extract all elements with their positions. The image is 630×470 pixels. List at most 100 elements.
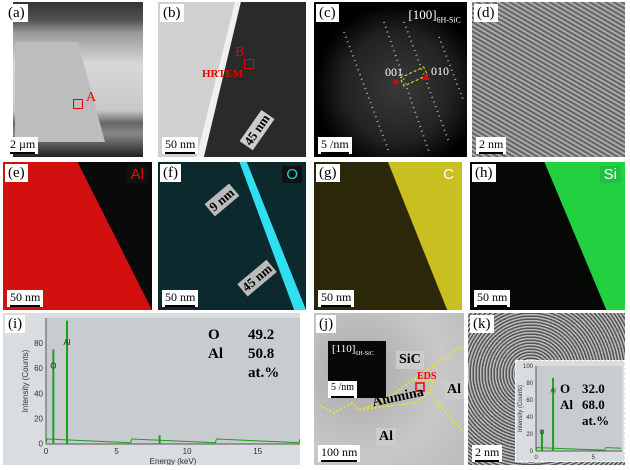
scale-bar: 50 nm xyxy=(162,290,199,307)
o-map-layer xyxy=(239,162,306,310)
panel-label: (h) xyxy=(472,164,496,182)
al-map xyxy=(3,162,152,310)
peak-label: Al xyxy=(63,338,70,347)
element-label: Si xyxy=(599,166,621,183)
al-label-right: Al xyxy=(444,381,464,399)
panel-label: (g) xyxy=(316,164,340,182)
y-tick-label: 100 xyxy=(523,364,534,370)
x-tick-label: 5 xyxy=(114,447,119,456)
spectrum-baseline xyxy=(535,447,622,451)
peak-label: O xyxy=(540,430,545,436)
y-tick-label: 40 xyxy=(526,415,533,421)
scale-bar: 5 /nm xyxy=(318,137,352,154)
al-label-bottom: Al xyxy=(376,428,396,446)
y-tick-label: 60 xyxy=(34,364,43,373)
x-tick-label: 10 xyxy=(183,447,192,456)
scale-bar: 100 nm xyxy=(318,445,361,462)
marker-a: A xyxy=(86,90,97,105)
panel-e: Al (e) 50 nm xyxy=(3,162,152,310)
y-tick-label: 0 xyxy=(39,440,44,449)
zone-axis: [100]6H-SiC xyxy=(408,7,461,25)
y-tick-label: 0 xyxy=(530,449,534,455)
spot-010: 010 xyxy=(431,64,449,78)
scale-bar: 50 nm xyxy=(162,137,199,154)
y-axis-label: Intensity (Counts) xyxy=(21,349,30,412)
element-label: O xyxy=(282,166,302,183)
panel-k: 0 5 0 20 40 60 80 100 Intensity (Counts) O Al O 32.… xyxy=(468,313,625,465)
scale-bar: 50 nm xyxy=(474,290,511,307)
alumina-boundary xyxy=(358,378,436,411)
eds-inset-chart: 0 5 0 20 40 60 80 100 Intensity (Counts) O Al xyxy=(518,364,622,461)
panel-label: (d) xyxy=(474,4,498,22)
marker-b: B xyxy=(235,45,245,60)
panel-label: (e) xyxy=(5,164,28,182)
scale-bar: 2 nm xyxy=(476,137,507,154)
eds-spectrum-chart: 0 5 10 15 0 20 40 60 80 Energy (keV) Intensity (Co… xyxy=(21,318,300,465)
x-tick-label: 0 xyxy=(534,455,538,461)
comp-row: Al 68.0 xyxy=(560,397,605,412)
comp-unit: at.% xyxy=(582,413,610,428)
al-boundary xyxy=(428,392,464,434)
region-b-box xyxy=(244,59,254,69)
y-tick-label: 80 xyxy=(34,339,43,348)
sic-label: SiC xyxy=(396,351,424,369)
inset-zone-axis: [110]6H-SiC xyxy=(332,343,374,358)
panel-h: Si (h) 50 nm xyxy=(470,162,625,310)
spot-row xyxy=(403,21,450,143)
y-tick-label: 20 xyxy=(526,432,533,438)
boundary-lines xyxy=(318,343,464,434)
saed-inset: [110]6H-SiC 5 /nm xyxy=(328,341,386,398)
region-a-box xyxy=(73,99,83,109)
panel-label: (f) xyxy=(160,164,181,182)
spot-row xyxy=(383,21,430,153)
panel-label: (b) xyxy=(160,4,184,22)
x-axis-label: Energy (keV) xyxy=(150,457,197,465)
sic-boundary xyxy=(318,343,464,414)
thickness-45nm: 45 nm xyxy=(237,259,277,297)
comp-row: Al 50.8 xyxy=(208,346,275,362)
y-tick-label: 20 xyxy=(34,414,43,423)
eds-label: EDS xyxy=(417,371,437,382)
panel-label: (i) xyxy=(5,315,26,333)
panel-j: [110]6H-SiC 5 /nm SiC EDS Alumina Al Al … xyxy=(314,313,464,465)
panel-i: 0 5 10 15 0 20 40 60 80 Energy (keV) Intensity (Co… xyxy=(3,313,300,465)
c-map xyxy=(388,162,462,310)
comp-unit: at.% xyxy=(248,365,280,381)
diffraction-pattern xyxy=(343,21,465,153)
panel-c: 001 010 [100]6H-SiC (c) 5 /nm xyxy=(314,2,467,157)
scale-bar: 50 nm xyxy=(318,290,355,307)
y-axis-label: Intensity (Counts) xyxy=(518,385,524,432)
x-tick-label: 5 xyxy=(592,455,596,461)
comp-row: O 49.2 xyxy=(208,327,275,343)
selection-box xyxy=(399,66,429,87)
plot-area xyxy=(46,318,300,444)
panel-d: (d) 2 nm xyxy=(472,2,625,157)
si-map xyxy=(544,162,625,310)
composition-table: O 32.0 Al 68.0 at.% xyxy=(560,381,609,429)
y-tick-label: 40 xyxy=(34,389,43,398)
x-tick-label: 0 xyxy=(44,447,49,456)
arrow-010 xyxy=(422,74,430,80)
scale-bar: 2 µm xyxy=(7,137,39,154)
panel-f: 9 nm 45 nm O (f) 50 nm xyxy=(158,162,306,310)
panel-b: B HRTEM 45 nm (b) 50 nm xyxy=(158,2,306,157)
peak-label: O xyxy=(50,361,56,370)
peak-label: Al xyxy=(550,389,555,395)
scale-bar: 2 nm xyxy=(472,445,503,462)
hrtem-label: HRTEM xyxy=(202,68,244,80)
panel-label: (j) xyxy=(316,315,337,333)
plot-area xyxy=(536,366,622,451)
panel-label: (a) xyxy=(5,4,28,22)
arrow-001 xyxy=(392,79,398,85)
spectrum-baseline xyxy=(45,438,300,444)
panel-label: (c) xyxy=(316,4,339,22)
y-tick-label: 80 xyxy=(526,381,533,387)
panel-g: C (g) 50 nm xyxy=(314,162,462,310)
comp-row: O 32.0 xyxy=(560,381,605,396)
element-label: C xyxy=(439,166,458,183)
composition-table: O 49.2 Al 50.8 at.% xyxy=(208,326,279,383)
eds-inset: 0 5 0 20 40 60 80 100 Intensity (Counts) O Al O 32.… xyxy=(515,360,625,462)
spot-row xyxy=(343,31,390,153)
x-tick-label: 15 xyxy=(253,447,262,456)
spot-001: 001 xyxy=(385,65,403,79)
